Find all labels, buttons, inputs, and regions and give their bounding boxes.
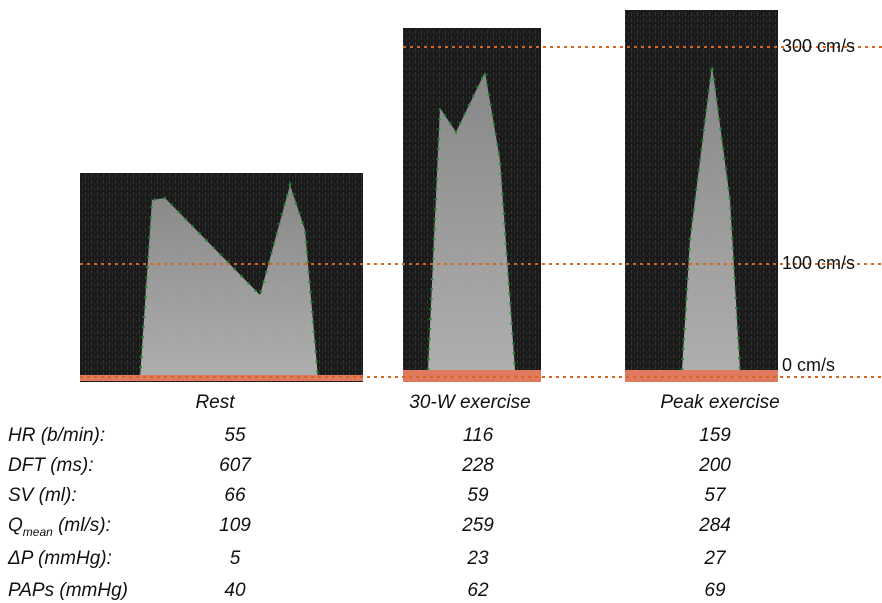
row-label: DFT (ms):: [8, 455, 94, 476]
rest-image: [80, 173, 363, 382]
cell-value: 116: [462, 425, 494, 446]
cell-value: 607: [219, 455, 251, 476]
cell-value: 69: [704, 580, 726, 601]
cell-value: 159: [699, 425, 731, 446]
label-part: mean: [22, 524, 53, 539]
reference-lines: [80, 46, 882, 378]
peak-exercise-image: [625, 10, 778, 382]
cell-value: 40: [224, 580, 246, 601]
cell-value: 59: [467, 485, 489, 506]
cell-value: 200: [699, 455, 731, 476]
row-label: ΔP (mmHg):: [8, 548, 112, 569]
label-part: Q: [8, 515, 23, 536]
cell-value: 5: [229, 548, 241, 569]
cell-value: 62: [467, 580, 489, 601]
scale-label: 300 cm/s: [782, 36, 856, 56]
cell-value: 57: [704, 485, 726, 506]
cell-value: 284: [699, 515, 731, 536]
cell-value: 55: [224, 425, 246, 446]
row-label: Qmean (ml/s):: [8, 515, 111, 539]
cell-value: 66: [224, 485, 246, 506]
cell-value: 228: [462, 455, 494, 476]
column-header: 30-W exercise: [409, 392, 531, 413]
cell-value: 109: [219, 515, 251, 536]
cell-value: 23: [467, 548, 489, 569]
cell-value: 27: [704, 548, 726, 569]
scale-label: 0 cm/s: [782, 355, 836, 375]
scale-label: 100 cm/s: [782, 253, 856, 273]
label-part: (ml/s):: [52, 515, 111, 536]
row-label: SV (ml):: [8, 485, 77, 506]
column-header: Rest: [195, 392, 235, 413]
cell-value: 259: [462, 515, 494, 536]
row-label: HR (b/min):: [8, 425, 106, 446]
row-label: PAPs (mmHg): [8, 580, 128, 601]
column-header: Peak exercise: [660, 392, 780, 413]
exercise-30w-image: [403, 28, 541, 382]
